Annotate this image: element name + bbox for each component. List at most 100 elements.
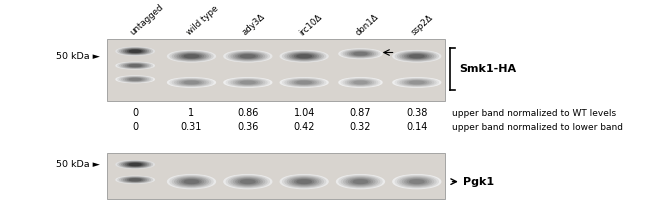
Ellipse shape — [229, 79, 267, 86]
Ellipse shape — [395, 78, 438, 87]
Ellipse shape — [410, 180, 424, 183]
Ellipse shape — [229, 52, 267, 61]
Ellipse shape — [125, 64, 145, 67]
Ellipse shape — [116, 161, 154, 168]
Text: 0.87: 0.87 — [350, 108, 371, 118]
Text: ssp2Δ: ssp2Δ — [410, 13, 435, 37]
Ellipse shape — [127, 64, 143, 67]
Ellipse shape — [410, 81, 424, 84]
Ellipse shape — [343, 50, 378, 57]
Ellipse shape — [116, 76, 154, 83]
Ellipse shape — [294, 179, 314, 184]
Ellipse shape — [400, 53, 434, 60]
Ellipse shape — [345, 50, 376, 57]
Ellipse shape — [175, 177, 208, 186]
Ellipse shape — [120, 63, 151, 68]
Ellipse shape — [283, 78, 326, 87]
Text: upper band normalized to lower band: upper band normalized to lower band — [452, 123, 623, 132]
Ellipse shape — [118, 161, 152, 168]
Text: irc10Δ: irc10Δ — [297, 12, 324, 37]
Ellipse shape — [231, 79, 265, 86]
Ellipse shape — [129, 78, 141, 80]
Ellipse shape — [226, 176, 269, 188]
Ellipse shape — [224, 175, 272, 189]
Ellipse shape — [236, 54, 260, 59]
Ellipse shape — [410, 55, 424, 58]
Ellipse shape — [280, 51, 328, 62]
Ellipse shape — [129, 164, 141, 165]
Ellipse shape — [292, 80, 316, 85]
Ellipse shape — [231, 177, 265, 186]
Ellipse shape — [124, 178, 147, 182]
Ellipse shape — [129, 179, 141, 181]
Ellipse shape — [170, 78, 213, 87]
Ellipse shape — [124, 77, 147, 81]
Bar — [107, 39, 445, 101]
Ellipse shape — [118, 76, 152, 82]
Text: wild type: wild type — [185, 4, 220, 37]
Ellipse shape — [122, 177, 149, 182]
Ellipse shape — [185, 55, 199, 58]
Ellipse shape — [224, 78, 272, 87]
Ellipse shape — [175, 79, 208, 86]
Text: 0.38: 0.38 — [406, 108, 428, 118]
Ellipse shape — [341, 49, 380, 58]
Ellipse shape — [283, 176, 326, 188]
Ellipse shape — [179, 80, 203, 85]
Ellipse shape — [122, 63, 149, 68]
Ellipse shape — [292, 178, 316, 185]
Ellipse shape — [127, 50, 143, 53]
Ellipse shape — [125, 163, 145, 166]
Ellipse shape — [345, 79, 376, 86]
Text: 50 kDa ►: 50 kDa ► — [56, 160, 99, 169]
Ellipse shape — [120, 177, 151, 183]
Ellipse shape — [348, 51, 373, 56]
Text: ady3Δ: ady3Δ — [241, 12, 267, 37]
Ellipse shape — [182, 54, 201, 58]
Text: Pgk1: Pgk1 — [463, 177, 494, 187]
Ellipse shape — [341, 78, 380, 87]
Ellipse shape — [226, 51, 269, 61]
Ellipse shape — [395, 51, 438, 61]
Text: 0.32: 0.32 — [350, 122, 371, 132]
Text: 0.31: 0.31 — [181, 122, 202, 132]
Ellipse shape — [127, 179, 143, 181]
Ellipse shape — [116, 176, 154, 183]
Ellipse shape — [185, 81, 199, 84]
Ellipse shape — [290, 178, 318, 186]
Ellipse shape — [339, 78, 382, 87]
Ellipse shape — [236, 178, 260, 185]
Ellipse shape — [172, 176, 211, 187]
Ellipse shape — [393, 78, 441, 87]
Ellipse shape — [348, 80, 373, 85]
Ellipse shape — [287, 53, 321, 60]
Ellipse shape — [339, 49, 382, 59]
Ellipse shape — [168, 78, 215, 87]
Ellipse shape — [125, 78, 145, 81]
Ellipse shape — [179, 54, 203, 59]
Ellipse shape — [116, 47, 154, 55]
Ellipse shape — [170, 176, 213, 188]
Ellipse shape — [229, 176, 267, 187]
Ellipse shape — [287, 177, 321, 186]
Ellipse shape — [408, 81, 426, 84]
Ellipse shape — [287, 79, 321, 86]
Text: 0.42: 0.42 — [293, 122, 315, 132]
Ellipse shape — [185, 180, 199, 183]
Text: Smk1-HA: Smk1-HA — [459, 64, 516, 74]
Ellipse shape — [348, 178, 372, 185]
Ellipse shape — [285, 176, 323, 187]
Ellipse shape — [124, 162, 147, 167]
Ellipse shape — [233, 80, 262, 85]
Ellipse shape — [120, 48, 151, 54]
Ellipse shape — [398, 176, 436, 187]
Ellipse shape — [226, 78, 269, 87]
Text: 0.14: 0.14 — [406, 122, 428, 132]
Ellipse shape — [118, 177, 152, 183]
Ellipse shape — [125, 178, 145, 181]
Ellipse shape — [294, 54, 314, 58]
Text: don1Δ: don1Δ — [354, 12, 380, 37]
Ellipse shape — [400, 177, 434, 186]
Ellipse shape — [354, 180, 368, 183]
Bar — [107, 153, 445, 199]
